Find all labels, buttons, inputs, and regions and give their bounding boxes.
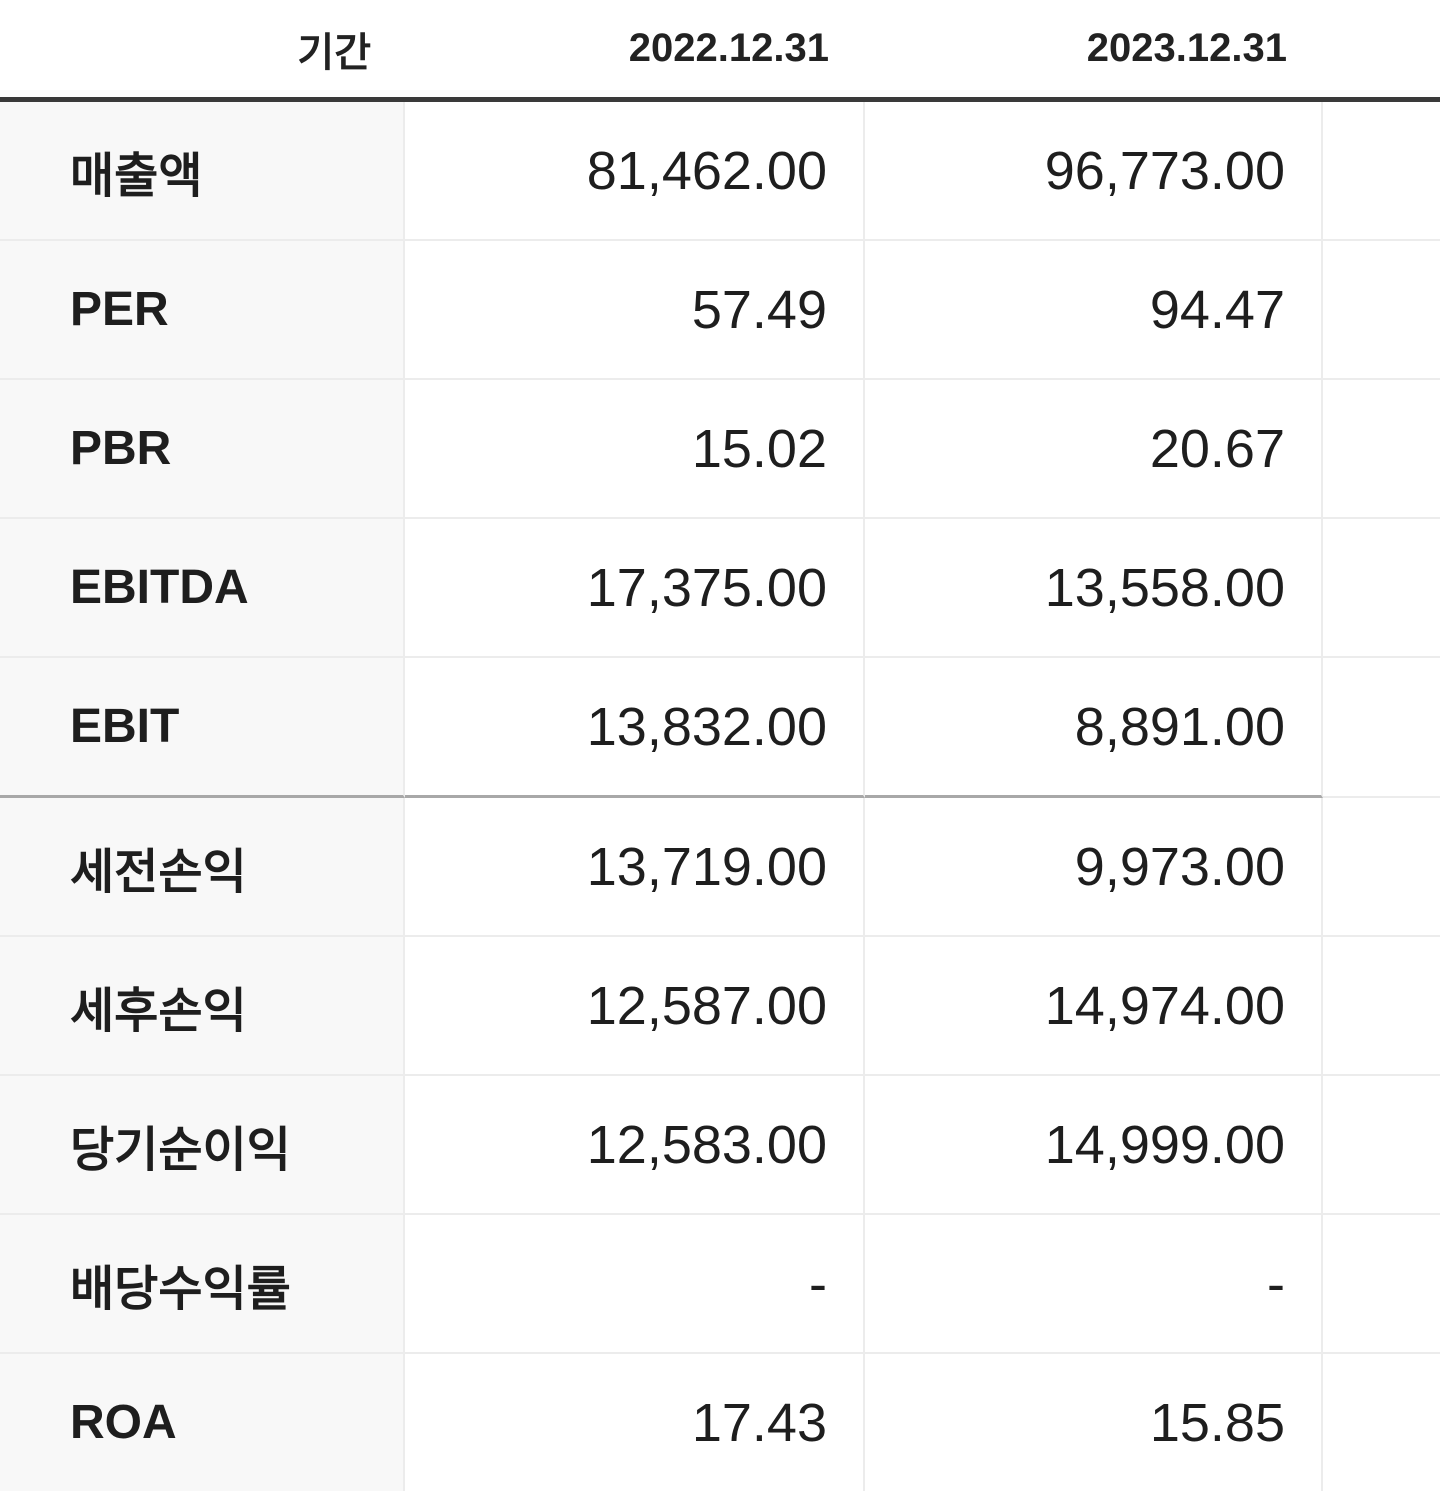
value-pbr-2022: 15.02: [405, 380, 865, 519]
value-pbr-2023: 20.67: [865, 380, 1323, 519]
value-ebitda-2022: 17,375.00: [405, 519, 865, 658]
value-per-next: [1323, 241, 1440, 380]
row-label-roa: ROA: [0, 1354, 405, 1491]
row-label-ebit: EBIT: [0, 658, 405, 798]
table-row: 세전손익 13,719.00 9,973.00: [0, 798, 1440, 937]
table-header: 기간 2022.12.31 2023.12.31: [0, 0, 1440, 102]
value-net-income-2022: 12,583.00: [405, 1076, 865, 1215]
table-row: 당기순이익 12,583.00 14,999.00: [0, 1076, 1440, 1215]
value-dividend-yield-next: [1323, 1215, 1440, 1354]
table-body: 매출액 81,462.00 96,773.00 PER 57.49 94.47 …: [0, 102, 1440, 1491]
period-header-label: 기간: [0, 0, 405, 102]
table-row: EBITDA 17,375.00 13,558.00: [0, 519, 1440, 658]
value-revenue-2023: 96,773.00: [865, 102, 1323, 241]
table-row: 매출액 81,462.00 96,773.00: [0, 102, 1440, 241]
row-label-pbr: PBR: [0, 380, 405, 519]
value-pbr-next: [1323, 380, 1440, 519]
row-label-revenue: 매출액: [0, 102, 405, 241]
value-aftertax-income-2023: 14,974.00: [865, 937, 1323, 1076]
value-revenue-2022: 81,462.00: [405, 102, 865, 241]
value-net-income-next: [1323, 1076, 1440, 1215]
value-roa-2023: 15.85: [865, 1354, 1323, 1491]
value-ebit-2022: 13,832.00: [405, 658, 865, 798]
value-roa-2022: 17.43: [405, 1354, 865, 1491]
value-dividend-yield-2023: -: [865, 1215, 1323, 1354]
period-header-2022[interactable]: 2022.12.31: [405, 0, 865, 102]
row-label-dividend-yield: 배당수익률: [0, 1215, 405, 1354]
value-ebit-next: [1323, 658, 1440, 798]
row-label-net-income: 당기순이익: [0, 1076, 405, 1215]
value-dividend-yield-2022: -: [405, 1215, 865, 1354]
value-revenue-next: [1323, 102, 1440, 241]
value-ebitda-next: [1323, 519, 1440, 658]
period-header-2023[interactable]: 2023.12.31: [865, 0, 1323, 102]
value-roa-next: [1323, 1354, 1440, 1491]
value-per-2022: 57.49: [405, 241, 865, 380]
row-label-aftertax-income: 세후손익: [0, 937, 405, 1076]
table-row: EBIT 13,832.00 8,891.00: [0, 658, 1440, 798]
value-net-income-2023: 14,999.00: [865, 1076, 1323, 1215]
row-label-pretax-income: 세전손익: [0, 798, 405, 937]
value-pretax-income-2023: 9,973.00: [865, 798, 1323, 937]
table-row: 배당수익률 - -: [0, 1215, 1440, 1354]
period-header-next: [1323, 0, 1440, 102]
value-ebitda-2023: 13,558.00: [865, 519, 1323, 658]
table-row: PBR 15.02 20.67: [0, 380, 1440, 519]
table-row: 세후손익 12,587.00 14,974.00: [0, 937, 1440, 1076]
value-aftertax-income-next: [1323, 937, 1440, 1076]
table-row: ROA 17.43 15.85: [0, 1354, 1440, 1491]
value-pretax-income-2022: 13,719.00: [405, 798, 865, 937]
row-label-ebitda: EBITDA: [0, 519, 405, 658]
header-row: 기간 2022.12.31 2023.12.31: [0, 0, 1440, 102]
value-aftertax-income-2022: 12,587.00: [405, 937, 865, 1076]
row-label-per: PER: [0, 241, 405, 380]
value-pretax-income-next: [1323, 798, 1440, 937]
value-per-2023: 94.47: [865, 241, 1323, 380]
value-ebit-2023: 8,891.00: [865, 658, 1323, 798]
table-row: PER 57.49 94.47: [0, 241, 1440, 380]
